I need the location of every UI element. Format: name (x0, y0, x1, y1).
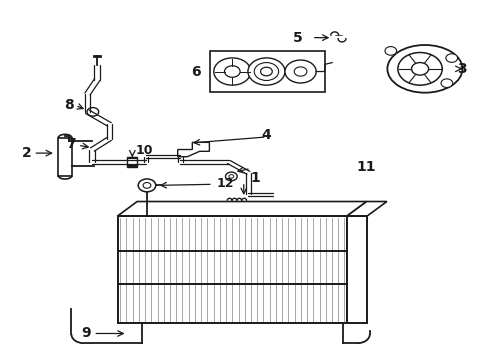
Text: 4: 4 (261, 128, 271, 142)
Bar (210, 51, 325, 92)
Text: 12: 12 (216, 177, 233, 190)
Circle shape (294, 67, 306, 76)
Bar (346, 216, 366, 323)
Circle shape (254, 63, 278, 81)
Circle shape (445, 54, 457, 62)
Circle shape (247, 58, 285, 85)
Polygon shape (118, 202, 366, 216)
Circle shape (384, 46, 396, 55)
Circle shape (213, 58, 250, 85)
Polygon shape (346, 202, 386, 216)
Circle shape (411, 63, 427, 75)
Text: 10: 10 (136, 144, 153, 157)
Text: 5: 5 (293, 31, 303, 45)
Circle shape (260, 67, 272, 76)
Circle shape (228, 175, 233, 178)
Circle shape (225, 172, 237, 181)
Polygon shape (177, 142, 209, 157)
Text: 6: 6 (190, 64, 200, 78)
Text: 11: 11 (356, 161, 375, 175)
Bar (127, 157, 137, 167)
Text: 9: 9 (81, 327, 91, 341)
Text: 2: 2 (22, 146, 32, 160)
Circle shape (440, 79, 452, 87)
Ellipse shape (386, 45, 462, 93)
Circle shape (143, 183, 151, 188)
Text: 3: 3 (456, 62, 466, 76)
Text: 1: 1 (250, 171, 260, 185)
Bar (58, 138, 72, 176)
Text: 8: 8 (64, 98, 74, 112)
Circle shape (224, 66, 240, 77)
Circle shape (397, 53, 441, 85)
Bar (118, 216, 346, 323)
Circle shape (87, 108, 99, 116)
Circle shape (138, 179, 156, 192)
Circle shape (285, 60, 316, 83)
Text: 7: 7 (66, 137, 76, 151)
